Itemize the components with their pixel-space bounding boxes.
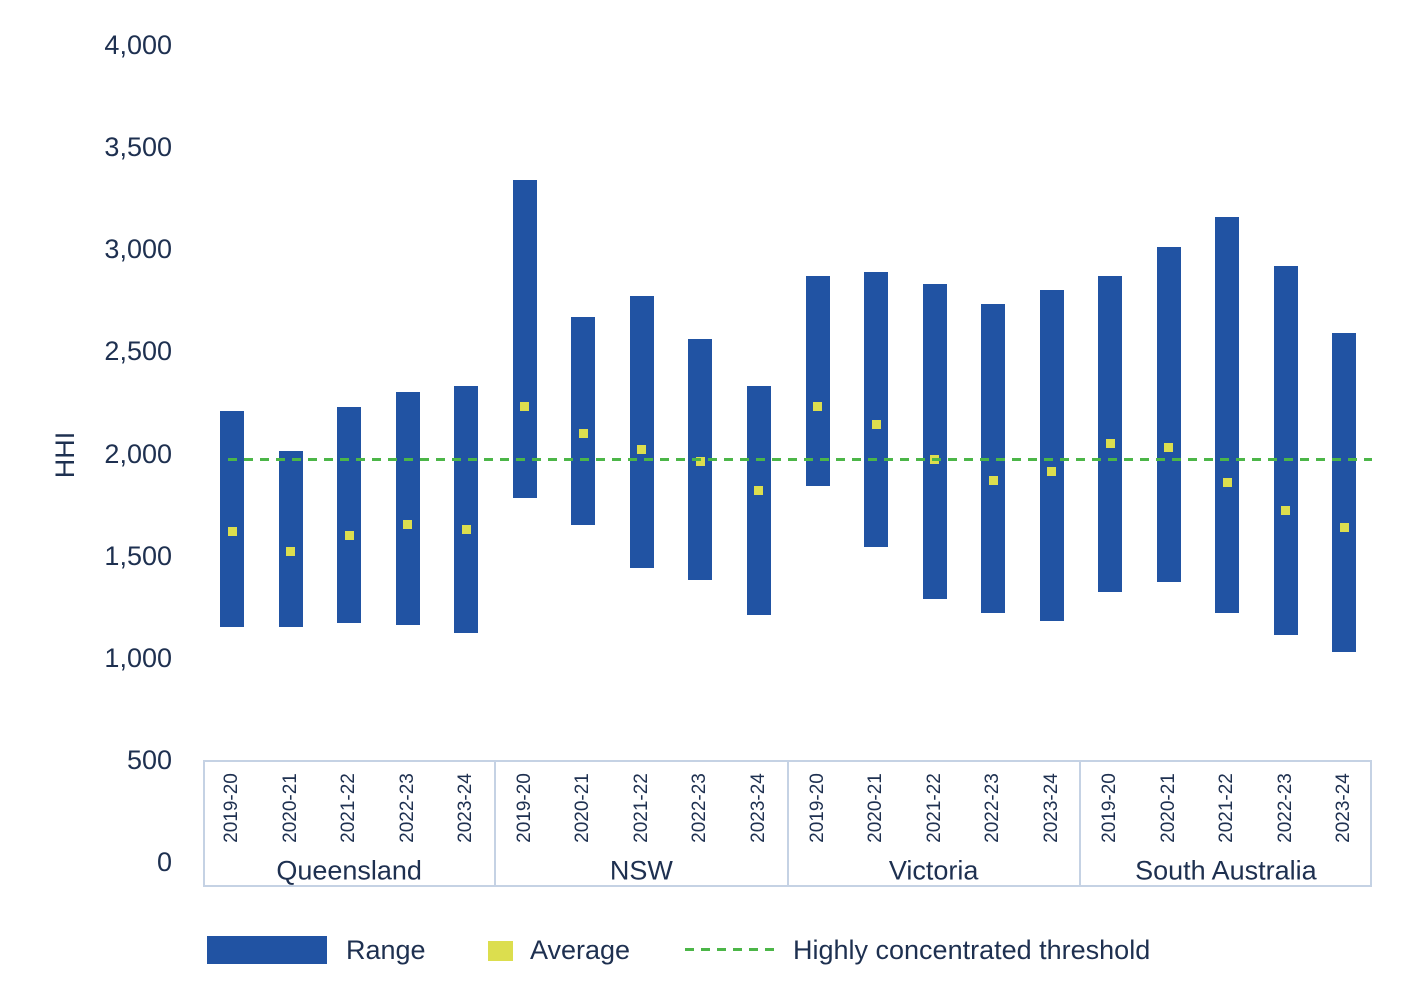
year-tick-label: 2023-24 xyxy=(455,773,477,843)
y-tick-label: 0 xyxy=(156,847,172,877)
range-bar xyxy=(395,392,420,626)
range-bar xyxy=(220,410,244,628)
average-marker xyxy=(403,520,413,530)
year-tick-label: 2023-24 xyxy=(1040,773,1062,843)
range-bar xyxy=(1215,216,1240,613)
range-bar xyxy=(629,296,654,568)
y-tick-label: 1,500 xyxy=(104,540,172,571)
state-group-label: Queensland xyxy=(276,855,422,886)
range-bar xyxy=(278,451,303,628)
average-marker xyxy=(695,457,705,467)
y-tick-label: 3,500 xyxy=(104,132,172,163)
legend-average-label: Average xyxy=(530,935,631,965)
average-marker xyxy=(1047,467,1057,477)
legend-range-label: Range xyxy=(346,935,426,965)
group-separator xyxy=(494,760,497,887)
year-tick-label: 2023-24 xyxy=(747,773,769,843)
group-separator xyxy=(1078,760,1081,887)
range-bar xyxy=(1156,247,1181,583)
legend-range-swatch xyxy=(207,936,327,964)
y-tick-label: 1,000 xyxy=(104,642,172,673)
average-marker xyxy=(813,402,822,412)
state-group-label: South Australia xyxy=(1135,855,1317,886)
year-tick-label: 2020-21 xyxy=(572,773,594,843)
average-marker xyxy=(520,402,530,412)
year-tick-label: 2019-20 xyxy=(1099,773,1121,843)
state-group-label: Victoria xyxy=(888,855,979,886)
year-tick-label: 2022-23 xyxy=(1274,773,1296,843)
legend: Range Average Highly concentrated thresh… xyxy=(0,925,1416,985)
average-marker xyxy=(1105,438,1115,448)
group-separator xyxy=(786,760,789,887)
year-tick-label: 2021-22 xyxy=(630,773,652,843)
year-tick-label: 2020-21 xyxy=(1157,773,1179,843)
average-marker xyxy=(1281,506,1291,516)
range-bar xyxy=(571,316,596,525)
year-tick-label: 2019-20 xyxy=(806,773,828,843)
year-tick-label: 2021-22 xyxy=(338,773,360,843)
average-marker xyxy=(988,475,998,485)
highly-concentrated-threshold-line xyxy=(228,457,1372,461)
year-tick-label: 2020-21 xyxy=(865,773,887,843)
y-tick-label: 500 xyxy=(126,744,172,775)
year-tick-label: 2022-23 xyxy=(689,773,711,843)
range-bar xyxy=(864,271,889,548)
year-tick-label: 2021-22 xyxy=(1216,773,1238,843)
average-marker xyxy=(871,420,881,430)
average-marker xyxy=(754,485,764,495)
y-tick-label: 2,000 xyxy=(104,438,172,469)
range-bar xyxy=(1098,275,1123,593)
year-tick-label: 2020-21 xyxy=(279,773,301,843)
y-tick-label: 3,000 xyxy=(104,234,172,265)
range-bar xyxy=(1039,290,1064,621)
year-tick-label: 2022-23 xyxy=(982,773,1004,843)
legend-threshold-dash-swatch xyxy=(685,948,775,951)
average-marker xyxy=(637,444,647,454)
average-marker xyxy=(344,530,354,540)
year-tick-label: 2019-20 xyxy=(221,773,242,843)
year-tick-label: 2022-23 xyxy=(396,773,418,843)
legend-threshold-label: Highly concentrated threshold xyxy=(793,935,1151,965)
state-group-label: NSW xyxy=(609,855,673,886)
range-bar xyxy=(1332,332,1357,652)
y-tick-label: 2,500 xyxy=(104,336,172,367)
average-marker xyxy=(1339,522,1349,532)
year-tick-label: 2021-22 xyxy=(923,773,945,843)
average-marker xyxy=(286,547,296,557)
y-axis-title: HHI xyxy=(50,431,80,479)
legend-average-swatch xyxy=(488,941,513,961)
year-tick-label: 2019-20 xyxy=(513,773,535,843)
y-tick-label: 4,000 xyxy=(104,30,172,60)
average-marker xyxy=(1164,442,1174,452)
average-marker xyxy=(227,526,237,536)
range-bar xyxy=(512,179,537,499)
average-marker xyxy=(461,524,471,534)
average-marker xyxy=(1222,477,1232,487)
range-bar xyxy=(337,406,362,624)
average-marker xyxy=(578,428,588,438)
year-tick-label: 2023-24 xyxy=(1333,773,1355,843)
range-bar xyxy=(805,275,830,487)
range-bar xyxy=(1273,265,1298,636)
range-bar xyxy=(454,386,479,634)
range-bar xyxy=(922,283,947,599)
range-bar xyxy=(746,386,771,615)
